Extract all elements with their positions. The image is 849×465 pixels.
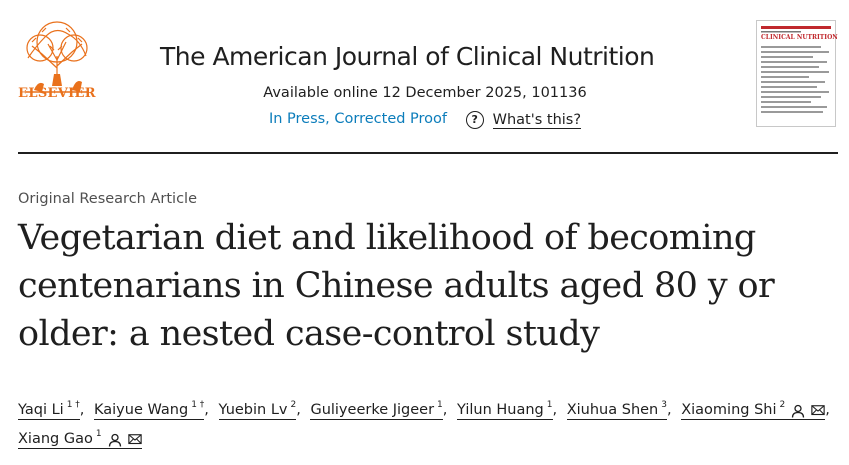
author-name: Xiang Gao — [18, 431, 93, 447]
status-row: In Press, Corrected Proof ? What's this? — [160, 111, 690, 129]
author-name: Yuebin Lv — [218, 402, 288, 418]
availability-line: Available online 12 December 2025, 10113… — [263, 85, 587, 101]
author-separator: , — [552, 402, 558, 418]
whats-this-label: What's this? — [492, 111, 582, 129]
article-type: Original Research Article — [18, 191, 197, 207]
person-icon — [108, 433, 122, 447]
author-link[interactable]: Guliyeerke Jigeer 1 — [310, 400, 443, 420]
author-affiliation-sup: 3 — [661, 400, 667, 410]
author-separator: , — [825, 402, 830, 418]
author-name: Xiaoming Shi — [681, 402, 777, 418]
envelope-icon — [127, 433, 142, 447]
author-name: Yaqi Li — [18, 402, 64, 418]
author-list: Yaqi Li 1 †, Kaiyue Wang 1 †, Yuebin Lv 2, … — [18, 396, 838, 454]
cover-header-band — [761, 26, 831, 33]
elsevier-logo[interactable] — [18, 16, 96, 104]
header-divider — [18, 152, 838, 154]
cover-title: CLINICAL NUTRITION — [761, 34, 838, 41]
author-name: Kaiyue Wang — [94, 402, 189, 418]
author-separator: , — [296, 402, 301, 418]
author-separator: , — [204, 402, 209, 418]
author-link[interactable]: Xiuhua Shen 3 — [566, 400, 667, 420]
question-circle-icon: ? — [465, 111, 484, 129]
whats-this-button[interactable]: ? What's this? — [465, 111, 582, 129]
author-link[interactable]: Kaiyue Wang 1 † — [94, 400, 205, 420]
author-separator: , — [79, 402, 85, 418]
author-affiliation-sup: 1 † — [66, 400, 80, 410]
journal-cover-thumbnail[interactable]: CLINICAL NUTRITION — [756, 20, 838, 127]
author-affiliation-sup: 2 — [290, 400, 297, 410]
author-link[interactable]: Yaqi Li 1 † — [18, 400, 80, 420]
author-link[interactable]: Xiang Gao 1 — [18, 429, 142, 449]
article-title: Vegetarian diet and likelihood of becomi… — [18, 218, 775, 354]
author-name: Guliyeerke Jigeer — [310, 402, 435, 418]
author-name: Yilun Huang — [457, 402, 544, 418]
cover-text-lines — [761, 46, 831, 116]
author-affiliation-sup: 1 — [437, 400, 443, 410]
author-separator: , — [666, 402, 672, 418]
author-affiliation-sup: 1 — [546, 400, 553, 410]
envelope-icon — [811, 404, 825, 418]
person-icon — [791, 404, 805, 418]
journal-title[interactable]: The American Journal of Clinical Nutriti… — [160, 42, 655, 71]
author-affiliation-sup: 2 — [779, 400, 786, 410]
in-press-link[interactable]: In Press, Corrected Proof — [268, 111, 448, 127]
author-link[interactable]: Yuebin Lv 2 — [218, 400, 297, 420]
author-name: Xiuhua Shen — [566, 402, 659, 418]
journal-header: ELSEVIER The American Journal of Clinica… — [0, 0, 849, 155]
publisher-wordmark: ELSEVIER — [18, 86, 96, 101]
author-separator: , — [442, 402, 448, 418]
author-affiliation-sup: 1 — [95, 429, 102, 439]
author-link[interactable]: Yilun Huang 1 — [457, 400, 553, 420]
author-link[interactable]: Xiaoming Shi 2 — [681, 400, 826, 420]
author-affiliation-sup: 1 † — [191, 400, 205, 410]
